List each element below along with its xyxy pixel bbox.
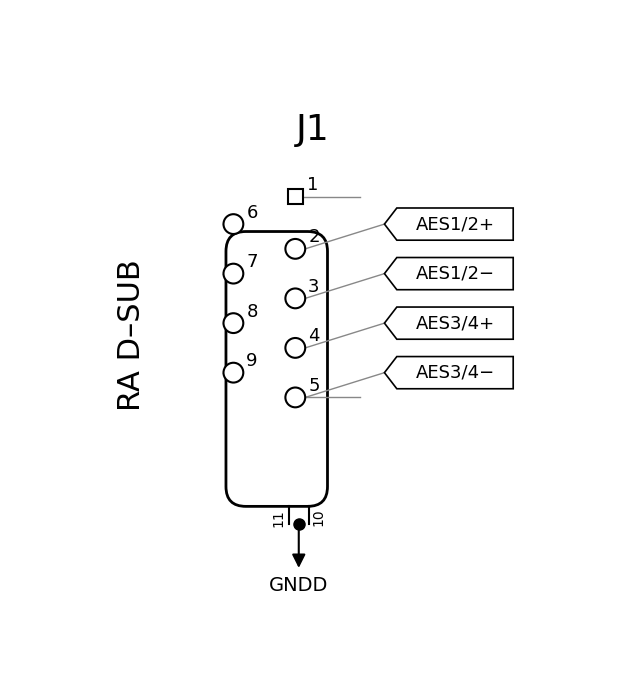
Text: 1: 1 — [307, 176, 318, 194]
Text: AES3/4−: AES3/4− — [415, 364, 495, 382]
Polygon shape — [385, 208, 513, 240]
Polygon shape — [385, 356, 513, 389]
Text: AES1/2−: AES1/2− — [415, 265, 495, 282]
FancyBboxPatch shape — [226, 231, 328, 506]
Text: 6: 6 — [246, 204, 258, 222]
Polygon shape — [385, 257, 513, 290]
Text: 7: 7 — [246, 253, 258, 271]
Circle shape — [286, 239, 305, 259]
Text: 4: 4 — [308, 328, 320, 345]
Text: 11: 11 — [272, 509, 286, 527]
Text: 2: 2 — [308, 228, 320, 246]
Circle shape — [286, 338, 305, 358]
Text: AES1/2+: AES1/2+ — [415, 215, 495, 233]
Circle shape — [224, 214, 243, 234]
Text: 8: 8 — [246, 302, 258, 321]
Bar — [288, 189, 303, 205]
Text: 10: 10 — [312, 509, 326, 527]
Circle shape — [286, 289, 305, 308]
Text: 3: 3 — [308, 278, 320, 296]
Text: AES3/4+: AES3/4+ — [415, 314, 495, 332]
Circle shape — [224, 264, 243, 283]
Text: RA D–SUB: RA D–SUB — [118, 260, 146, 411]
Text: GNDD: GNDD — [269, 576, 328, 594]
Circle shape — [286, 388, 305, 408]
Polygon shape — [385, 307, 513, 339]
Circle shape — [224, 363, 243, 382]
Text: J1: J1 — [296, 113, 330, 147]
Text: 5: 5 — [308, 377, 320, 395]
Circle shape — [224, 313, 243, 333]
Text: 9: 9 — [246, 352, 258, 370]
